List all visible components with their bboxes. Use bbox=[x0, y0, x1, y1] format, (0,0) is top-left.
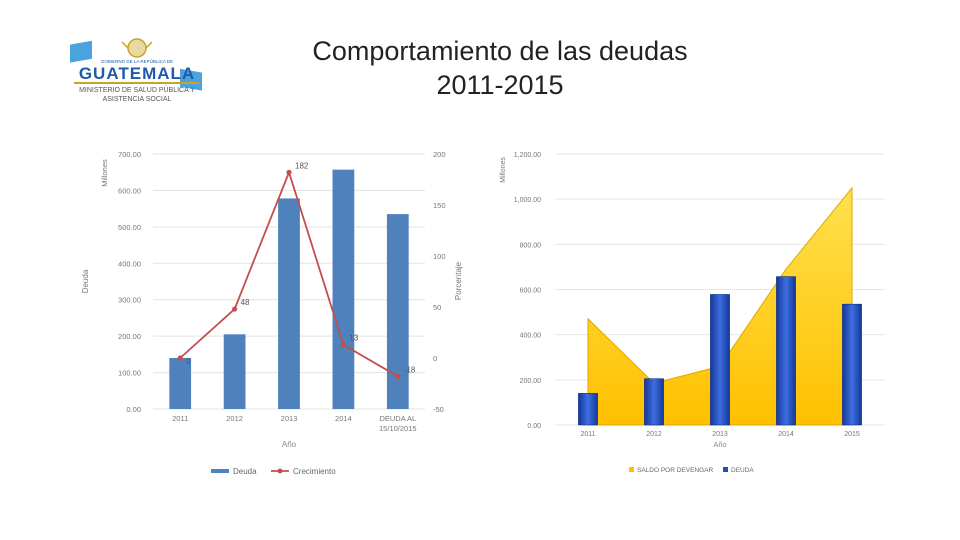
debt-balance-chart: 0.00 200.00 400.00 600.00 800.00 1,000.00 1,20… bbox=[500, 152, 885, 474]
x-tick-label: 2015 bbox=[844, 431, 860, 438]
legend-marker-crecimiento bbox=[277, 468, 283, 474]
point-crecimiento bbox=[286, 169, 292, 175]
x-axis-title: Año bbox=[282, 440, 297, 449]
bar-deuda bbox=[578, 393, 598, 426]
bar-deuda bbox=[776, 276, 796, 426]
y2-tick-label: 150 bbox=[433, 201, 446, 210]
slide-title-line1: Comportamiento de las deudas bbox=[312, 36, 688, 66]
slide-title: Comportamiento de las deudas 2011-2015 bbox=[250, 34, 750, 102]
y2-tick-label: -50 bbox=[433, 405, 444, 414]
debt-growth-chart: 0.00 100.00 200.00 300.00 400.00 500.00 600.00… bbox=[81, 150, 463, 476]
y-tick-label: 600.00 bbox=[520, 288, 542, 295]
x-tick-label: 2012 bbox=[646, 431, 662, 438]
logo-flag-right bbox=[180, 68, 202, 91]
logo-line2: GUATEMALA bbox=[79, 64, 195, 83]
y-tick-label: 200.00 bbox=[118, 332, 141, 341]
point-crecimiento bbox=[177, 355, 183, 361]
y2-tick-label: 50 bbox=[433, 303, 441, 312]
x-tick-label: 2011 bbox=[580, 431, 595, 438]
y2-tick-label: 100 bbox=[433, 252, 446, 261]
legend-label-deuda: DEUDA bbox=[731, 467, 754, 474]
bar-deuda bbox=[386, 214, 409, 409]
x-tick-label: 2013 bbox=[281, 414, 298, 423]
bar-deuda bbox=[710, 294, 730, 426]
y-axis-title: Deuda bbox=[81, 269, 90, 293]
legend-swatch-deuda bbox=[723, 467, 728, 472]
bar-deuda bbox=[223, 334, 246, 409]
y2-tick-label: 0 bbox=[433, 354, 437, 363]
legend-label-crecimiento: Crecimiento bbox=[293, 467, 336, 476]
point-crecimiento bbox=[395, 373, 401, 379]
bar-deuda bbox=[278, 198, 300, 409]
logo-line3: MINISTERIO DE SALUD PÚBLICA Y bbox=[79, 85, 195, 94]
slide-title-line2: 2011-2015 bbox=[436, 70, 564, 100]
bar-deuda bbox=[644, 378, 664, 426]
logo-rule bbox=[74, 82, 200, 84]
legend-swatch-saldo bbox=[629, 467, 634, 472]
y-tick-label: 400.00 bbox=[118, 259, 141, 268]
x-tick-label: 2013 bbox=[712, 431, 728, 438]
data-label-crecimiento: 182 bbox=[295, 161, 309, 170]
y-tick-label: 600.00 bbox=[118, 186, 141, 195]
data-label-crecimiento: 0 bbox=[186, 357, 191, 366]
y-tick-label: 200.00 bbox=[520, 378, 542, 385]
legend-label-deuda: Deuda bbox=[233, 467, 257, 476]
y-tick-label: 1,200.00 bbox=[514, 152, 541, 159]
bar-deuda bbox=[169, 358, 192, 409]
bar-deuda bbox=[842, 303, 862, 426]
y-tick-label: 500.00 bbox=[118, 223, 141, 232]
y-tick-label: 0.00 bbox=[126, 405, 141, 414]
y-tick-label: 1,000.00 bbox=[514, 197, 541, 204]
legend-label-saldo: SALDO POR DEVENGAR bbox=[637, 467, 714, 474]
logo-line4: ASISTENCIA SOCIAL bbox=[103, 96, 172, 103]
y-axis-units: Millones bbox=[500, 157, 507, 183]
x-tick-label: 2012 bbox=[226, 414, 243, 423]
data-label-crecimiento: -18 bbox=[404, 365, 416, 374]
y-axis-units: Millones bbox=[100, 159, 109, 187]
y2-tick-label: 200 bbox=[433, 150, 446, 159]
x-tick-label: 2014 bbox=[778, 431, 794, 438]
x-axis-title: Año bbox=[713, 440, 726, 449]
point-crecimiento bbox=[232, 306, 238, 312]
data-label-crecimiento: 48 bbox=[241, 298, 250, 307]
x-tick-label: 2014 bbox=[335, 414, 352, 423]
y2-axis-title: Porcentaje bbox=[454, 261, 463, 300]
y-tick-label: 400.00 bbox=[520, 333, 542, 340]
y-tick-label: 0.00 bbox=[527, 423, 541, 430]
x-tick-label: DEUDA AL 15/10/2015 bbox=[379, 414, 417, 433]
data-label-crecimiento: 13 bbox=[349, 334, 358, 343]
coat-of-arms-icon bbox=[121, 38, 153, 58]
point-crecimiento bbox=[340, 342, 346, 348]
x-tick-label-line: DEUDA AL bbox=[379, 414, 416, 423]
legend-swatch-deuda bbox=[211, 469, 229, 473]
y-tick-label: 100.00 bbox=[118, 369, 141, 378]
y-tick-label: 300.00 bbox=[118, 296, 141, 305]
x-tick-label-line: 15/10/2015 bbox=[379, 424, 417, 433]
ministry-logo: GOBIERNO DE LA REPÚBLICA DE GUATEMALA MI… bbox=[70, 38, 202, 103]
logo-line1: GOBIERNO DE LA REPÚBLICA DE bbox=[101, 58, 173, 64]
y-tick-label: 800.00 bbox=[520, 242, 542, 249]
x-tick-label: 2011 bbox=[172, 414, 188, 423]
bar-deuda bbox=[332, 169, 355, 409]
y-tick-label: 700.00 bbox=[118, 150, 141, 159]
logo-flag-left bbox=[70, 40, 92, 63]
